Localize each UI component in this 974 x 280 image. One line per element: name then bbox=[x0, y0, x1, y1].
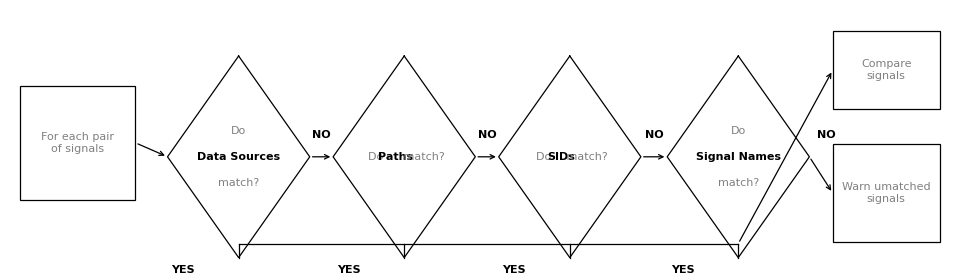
Text: match?: match? bbox=[218, 178, 259, 188]
Text: For each pair
of signals: For each pair of signals bbox=[42, 132, 114, 154]
Text: YES: YES bbox=[171, 265, 195, 275]
Text: SIDs: SIDs bbox=[547, 152, 576, 162]
Text: YES: YES bbox=[337, 265, 360, 275]
Text: Do: Do bbox=[537, 152, 555, 162]
Text: NO: NO bbox=[645, 130, 663, 140]
Text: Do: Do bbox=[368, 152, 387, 162]
Text: Data Sources: Data Sources bbox=[197, 152, 281, 162]
Text: NO: NO bbox=[817, 130, 836, 140]
Text: Compare
signals: Compare signals bbox=[861, 59, 912, 81]
Text: match?: match? bbox=[718, 178, 759, 188]
Text: Warn umatched
signals: Warn umatched signals bbox=[843, 182, 930, 204]
Text: Signal Names: Signal Names bbox=[695, 152, 781, 162]
Text: match?: match? bbox=[400, 152, 445, 162]
Bar bbox=[833, 144, 940, 242]
Text: Do: Do bbox=[730, 126, 746, 136]
Text: NO: NO bbox=[312, 130, 331, 140]
Text: Do: Do bbox=[231, 126, 246, 136]
Text: YES: YES bbox=[503, 265, 526, 275]
Bar bbox=[833, 31, 940, 109]
Text: match?: match? bbox=[563, 152, 608, 162]
Bar bbox=[20, 86, 135, 199]
Text: Paths: Paths bbox=[378, 152, 413, 162]
Text: NO: NO bbox=[477, 130, 497, 140]
Text: YES: YES bbox=[671, 265, 694, 275]
